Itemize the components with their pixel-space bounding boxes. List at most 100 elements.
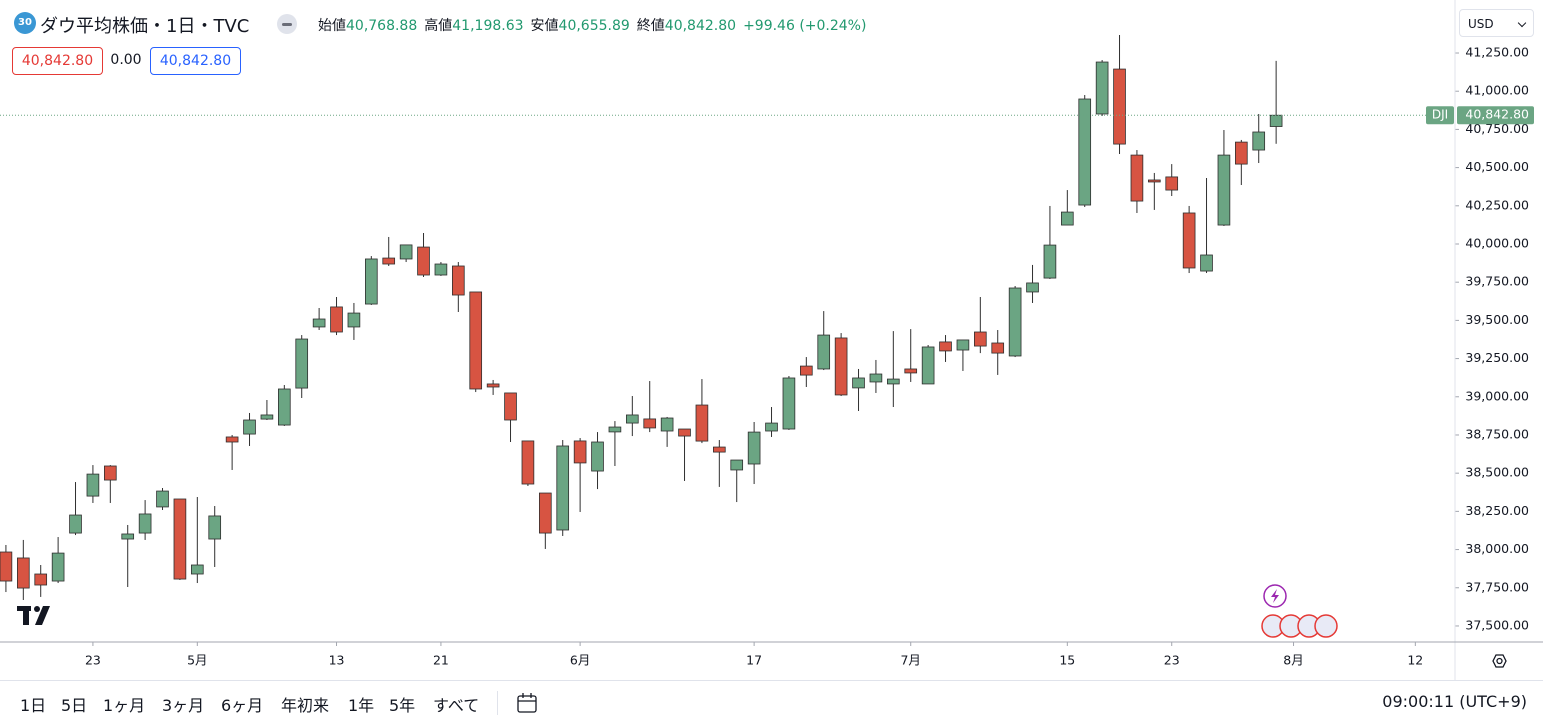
range-button[interactable]: 3ヶ月: [162, 696, 205, 715]
bottom-toolbar: 1日 5日 1ヶ月 3ヶ月 6ヶ月 年初来 1年 5年 すべて 09:00:11 (UTC+9): [0, 680, 1543, 726]
range-button[interactable]: 年初来: [281, 696, 330, 715]
clock[interactable]: 09:00:11 (UTC+9): [1382, 692, 1527, 711]
range-button[interactable]: 5年: [389, 696, 416, 715]
range-button[interactable]: 5日: [61, 696, 88, 715]
x-tick-label: 7月: [900, 653, 920, 668]
y-tick-label: 40,750.00: [1465, 121, 1529, 136]
ohlc-values: 始値40,768.88 高値41,198.63 安値40,655.89 終値40,84…: [318, 15, 866, 35]
goto-date-icon[interactable]: [515, 691, 539, 715]
y-tick-label: 38,500.00: [1465, 465, 1529, 480]
candle-body: [852, 377, 865, 389]
y-tick-label: 40,500.00: [1465, 159, 1529, 174]
candle-body: [747, 431, 761, 465]
ohlc-label: 高値: [424, 18, 453, 34]
sell-price[interactable]: 40,842.80: [12, 47, 103, 75]
candle-body: [1043, 244, 1057, 279]
ohlc-value: 40,768.88: [346, 18, 418, 34]
candle-body: [608, 426, 622, 433]
candle-body: [399, 244, 413, 260]
candle-body: [626, 414, 639, 424]
candle-body: [104, 465, 117, 481]
candle-body: [365, 258, 378, 305]
candle-body: [678, 428, 691, 437]
candle-body: [556, 445, 570, 531]
range-button[interactable]: 6ヶ月: [221, 696, 264, 715]
candle-body: [904, 368, 918, 374]
candle-body: [260, 414, 274, 420]
candle-body: [434, 263, 448, 276]
currency-select[interactable]: USD: [1459, 9, 1534, 37]
candle-body: [138, 513, 152, 534]
candle-body: [295, 338, 309, 389]
candle-body: [312, 318, 326, 328]
candle-body: [591, 441, 604, 472]
symbol-title[interactable]: ダウ平均株価・1日・TVC: [40, 16, 250, 37]
candle-body: [278, 388, 291, 426]
candle-body: [17, 557, 30, 589]
ohlc-value: 40,842.80: [664, 18, 737, 34]
y-tick-label: 39,000.00: [1465, 388, 1529, 403]
y-tick-label: 41,250.00: [1465, 45, 1529, 60]
candle-body: [86, 473, 100, 497]
candle-body: [1217, 154, 1231, 226]
candle-body: [0, 551, 13, 582]
candle-body: [1182, 212, 1196, 269]
y-tick-label: 38,750.00: [1465, 426, 1529, 441]
range-button[interactable]: 1年: [348, 696, 375, 715]
candle-body: [1148, 179, 1161, 183]
y-tick-label: 37,750.00: [1465, 579, 1529, 594]
price-symbol-bg: [1426, 106, 1454, 125]
x-tick-label: 5月: [187, 653, 207, 668]
candle-body: [382, 257, 396, 265]
price-label: 40,842.80: [1465, 107, 1529, 122]
candle-body: [225, 436, 239, 443]
price-symbol: DJI: [1432, 108, 1448, 122]
y-tick-label: 40,000.00: [1465, 235, 1529, 250]
event-icons: [1261, 584, 1338, 638]
candle-body: [243, 419, 256, 435]
y-tick-label: 38,000.00: [1465, 541, 1529, 556]
candle-body: [34, 573, 48, 586]
candle-body: [539, 492, 552, 534]
candle-body: [782, 377, 796, 430]
range-button[interactable]: 1日: [20, 696, 47, 715]
buy-price[interactable]: 40,842.80: [150, 47, 241, 75]
separator: [497, 691, 498, 715]
x-tick-label: 23: [85, 653, 101, 668]
candle-body: [347, 312, 361, 328]
candle-body: [1113, 68, 1126, 145]
x-tick-label: 21: [433, 653, 449, 668]
candle-body: [695, 404, 709, 442]
range-button[interactable]: すべて: [433, 696, 480, 715]
x-tick-label: 8月: [1283, 653, 1303, 668]
candle-body: [1130, 154, 1144, 202]
ohlc-label: 始値: [318, 18, 346, 34]
candle-body: [1008, 287, 1022, 357]
candle-body: [1269, 114, 1283, 127]
candle-body: [991, 342, 1005, 354]
candle-body: [730, 459, 744, 471]
candle-body: [817, 334, 831, 370]
spread: 0.00: [110, 52, 142, 68]
chart: 37,500.00 37,750.00 38,000.00 38,250.00 38,5…: [0, 0, 1543, 680]
range-button[interactable]: 1ヶ月: [103, 696, 146, 715]
candle-body: [51, 552, 65, 582]
candle-body: [469, 291, 483, 390]
candle-body: [643, 418, 657, 429]
settings-icon[interactable]: [1492, 654, 1507, 668]
collapse-button[interactable]: [277, 14, 297, 34]
candle-body: [1026, 282, 1039, 293]
x-tick-label: 12: [1407, 653, 1423, 668]
candle-body: [713, 446, 726, 453]
candle-body: [1252, 131, 1266, 151]
candle-body: [417, 246, 430, 276]
symbol-badge: 30: [14, 12, 36, 34]
candle-body: [660, 417, 674, 432]
candle-body: [869, 373, 883, 383]
candle-body: [573, 440, 587, 464]
x-tick-label: 17: [746, 653, 762, 668]
candle-body: [1235, 141, 1248, 165]
candle-body: [939, 341, 952, 352]
x-tick-label: 6月: [570, 653, 590, 668]
candle-body: [956, 339, 970, 351]
